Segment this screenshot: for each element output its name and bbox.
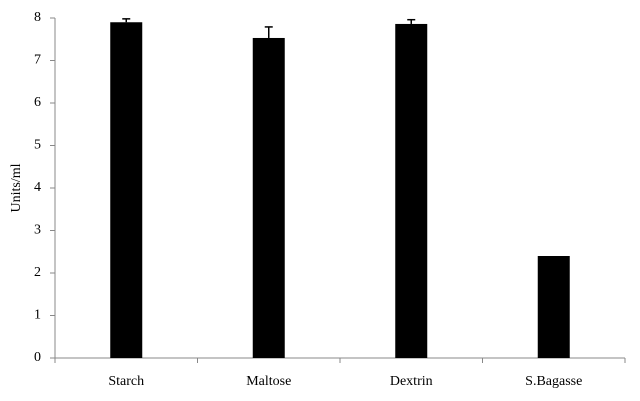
bar (537, 256, 570, 358)
x-tick-label: Maltose (246, 374, 291, 389)
bar (395, 23, 428, 358)
y-tick-label: 7 (34, 53, 41, 68)
y-tick-label: 8 (34, 10, 41, 25)
y-tick-label: 0 (34, 350, 41, 365)
x-tick-label: Dextrin (390, 374, 433, 389)
x-tick-label: S.Bagasse (525, 374, 582, 389)
y-tick-label: 3 (34, 223, 41, 238)
y-tick-label: 2 (34, 265, 41, 280)
x-tick-label: Starch (108, 374, 144, 389)
y-axis-label: Units/ml (9, 163, 24, 212)
error-bar (122, 18, 131, 23)
y-tick-label: 6 (34, 95, 41, 110)
error-bar (407, 18, 416, 24)
y-tick-label: 1 (34, 308, 41, 323)
y-tick-label: 4 (34, 180, 41, 195)
bar (110, 22, 143, 358)
bar (252, 37, 285, 358)
y-tick-label: 5 (34, 138, 41, 153)
error-bar (264, 26, 273, 38)
